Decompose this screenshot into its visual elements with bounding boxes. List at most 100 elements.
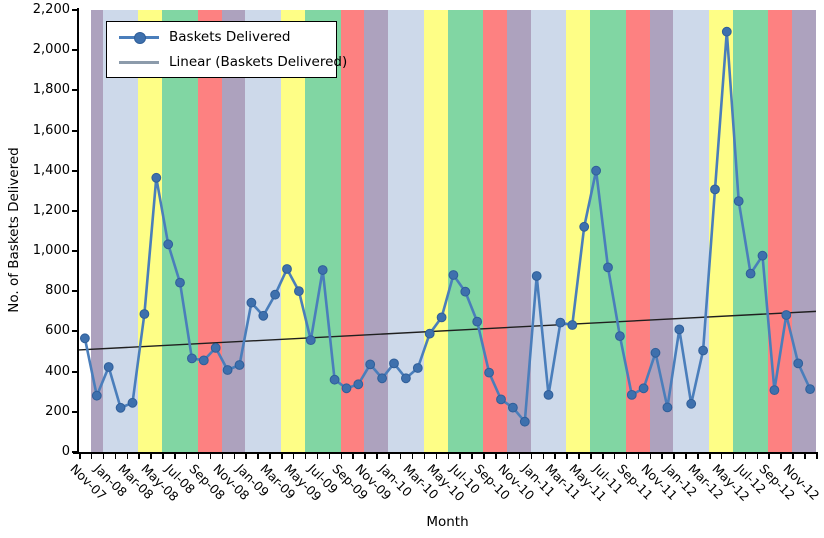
y-tick xyxy=(72,169,78,172)
month-band xyxy=(150,10,163,452)
x-tick xyxy=(578,453,580,459)
x-tick xyxy=(590,453,592,459)
data-point xyxy=(317,265,328,275)
series-line xyxy=(83,30,812,424)
y-tick xyxy=(72,129,78,132)
x-tick xyxy=(495,453,497,459)
month-band xyxy=(257,10,270,452)
month-band xyxy=(792,10,805,452)
x-tick xyxy=(637,453,640,459)
x-tick xyxy=(613,453,616,459)
x-tick xyxy=(79,453,81,459)
x-tick xyxy=(697,453,699,459)
x-tick xyxy=(197,453,200,459)
data-point xyxy=(436,312,447,323)
month-band xyxy=(483,10,496,452)
x-tick xyxy=(304,453,307,459)
legend-item-baskets-delivered: Baskets Delivered xyxy=(119,27,336,47)
data-point xyxy=(424,328,435,339)
month-band xyxy=(518,10,532,452)
month-band xyxy=(637,10,651,452)
y-tick-label: 200 xyxy=(45,403,70,419)
data-point xyxy=(733,196,744,207)
month-band xyxy=(162,10,175,452)
data-point xyxy=(543,390,554,400)
data-point xyxy=(686,398,697,409)
data-point xyxy=(721,26,732,37)
x-tick xyxy=(554,453,556,459)
month-band xyxy=(756,10,769,452)
y-tick-label: 1,000 xyxy=(32,243,70,259)
y-tick xyxy=(72,330,78,333)
data-point xyxy=(484,367,495,378)
data-point xyxy=(793,358,804,369)
x-tick xyxy=(126,453,129,459)
x-tick xyxy=(388,453,390,459)
x-tick xyxy=(340,453,343,459)
month-band xyxy=(697,10,710,452)
data-point xyxy=(638,383,649,394)
x-tick xyxy=(174,453,176,459)
data-point xyxy=(80,333,90,344)
data-point xyxy=(377,373,388,384)
x-tick xyxy=(150,453,152,459)
data-point xyxy=(531,271,542,281)
x-tick xyxy=(780,453,782,459)
y-tick xyxy=(72,410,78,413)
x-tick xyxy=(245,453,247,459)
x-tick xyxy=(352,453,354,459)
data-point xyxy=(353,379,364,390)
x-tick xyxy=(673,453,675,459)
month-band xyxy=(316,10,330,452)
y-tick-label: 1,200 xyxy=(32,202,70,218)
data-point xyxy=(389,358,399,369)
y-axis-line xyxy=(77,8,79,453)
data-point xyxy=(294,286,304,297)
x-tick xyxy=(316,453,319,459)
x-tick xyxy=(185,453,188,459)
data-point xyxy=(579,221,590,232)
y-tick xyxy=(72,9,78,11)
data-point xyxy=(139,309,150,319)
data-point xyxy=(175,277,185,288)
y-tick-label: 1,800 xyxy=(32,82,70,98)
x-tick xyxy=(269,453,271,459)
month-band xyxy=(780,10,793,452)
x-tick xyxy=(768,453,770,459)
x-tick xyxy=(435,453,438,459)
series-plot xyxy=(79,26,816,427)
x-tick xyxy=(423,453,426,459)
month-band xyxy=(102,10,116,452)
y-tick-label: 400 xyxy=(45,363,70,379)
y-tick xyxy=(72,250,78,253)
data-point xyxy=(187,353,197,364)
month-band xyxy=(625,10,639,452)
x-tick xyxy=(804,453,806,459)
series-line-marker-icon xyxy=(119,27,159,47)
x-tick xyxy=(114,453,117,459)
data-point xyxy=(234,360,245,370)
data-point xyxy=(103,362,114,372)
data-point xyxy=(305,335,316,346)
month-band xyxy=(126,10,139,452)
data-point xyxy=(448,270,459,280)
x-tick xyxy=(233,453,236,459)
data-point xyxy=(460,286,471,297)
month-band xyxy=(649,10,662,452)
x-tick xyxy=(162,453,164,459)
month-band xyxy=(732,10,746,452)
month-band xyxy=(459,10,472,452)
month-band xyxy=(709,10,722,452)
data-point xyxy=(508,402,518,413)
y-tick-label: 800 xyxy=(45,283,70,299)
x-tick xyxy=(661,453,663,459)
data-point xyxy=(615,331,625,342)
data-point xyxy=(781,310,792,320)
x-tick xyxy=(281,453,283,459)
data-point xyxy=(757,250,768,261)
x-tick xyxy=(138,453,140,459)
month-band xyxy=(804,10,817,452)
y-tick-label: 0 xyxy=(61,444,70,459)
y-tick-label: 1,600 xyxy=(32,122,70,138)
y-tick-label: 1,400 xyxy=(32,162,70,178)
